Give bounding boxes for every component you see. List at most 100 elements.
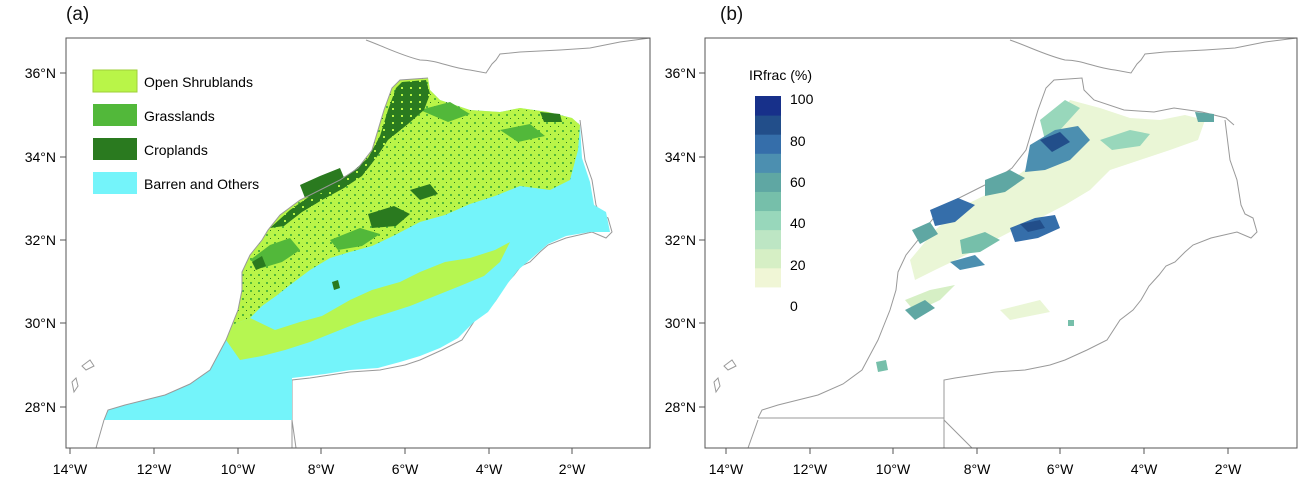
- irrfrac-patch: [1000, 300, 1050, 320]
- panel-b-lon-label: 12°W: [793, 461, 828, 477]
- panel-a-atlantic-coastline: [103, 77, 429, 421]
- colorbar-tick-labels: 100 80 60 40 20 0: [790, 91, 814, 314]
- colorbar-swatch: [755, 229, 781, 250]
- panel-a-lat-label: 28°N: [25, 399, 56, 415]
- panel-b-irrigation-fraction-map: IRfrac (%) 100 80 60 40 20 0 36°N 34°N 3…: [665, 37, 1298, 477]
- panel-b-lat-label: 36°N: [665, 65, 696, 81]
- panel-a-cropland-patch: [368, 206, 410, 228]
- panel-a-grassland-patch: [330, 228, 380, 250]
- irrfrac-patch: [1068, 320, 1074, 326]
- panel-a-lon-label: 14°W: [53, 461, 88, 477]
- colorbar-swatch: [755, 248, 781, 269]
- irrfrac-patch: [1020, 220, 1045, 232]
- panel-a-cropland-patch: [300, 168, 345, 198]
- panel-a-grassland-patch: [500, 124, 545, 142]
- colorbar-swatch: [755, 134, 781, 154]
- panel-b-lon-label: 4°W: [1131, 461, 1158, 477]
- panel-a-label: (a): [66, 4, 90, 25]
- panel-a-island-shape: [71, 377, 79, 394]
- irrfrac-patch: [912, 222, 938, 244]
- irrfrac-patch: [1040, 100, 1080, 140]
- panel-b-lat-label: 28°N: [665, 399, 696, 415]
- panel-b-lon-label: 14°W: [709, 461, 744, 477]
- colorbar-tick-label: 80: [790, 133, 806, 149]
- panel-b-frame: [704, 37, 1298, 449]
- panel-a-lat-label: 30°N: [25, 315, 56, 331]
- panel-a-cropland-region: [270, 80, 430, 228]
- panel-b-island-shape: [713, 377, 721, 394]
- panel-a-iberia-coastline: [365, 38, 650, 74]
- panel-b-map-body: [713, 38, 1297, 448]
- panel-a-lat-label: 34°N: [25, 149, 56, 165]
- panel-b-iberia-coastline: [1009, 38, 1297, 74]
- legend-label-barren-and-others: Barren and Others: [144, 176, 259, 192]
- panel-a-lon-label: 2°W: [559, 461, 586, 477]
- panel-a-land-cover-map: Open Shrublands Grasslands Croplands Bar…: [25, 37, 651, 477]
- legend-swatch-croplands: [93, 138, 137, 160]
- legend-label-open-shrublands: Open Shrublands: [144, 74, 253, 90]
- colorbar-swatch: [755, 96, 781, 116]
- irrfrac-patch: [950, 255, 985, 270]
- panel-a-cropland-patch: [332, 280, 340, 290]
- colorbar-swatch: [755, 153, 781, 173]
- colorbar-swatch: [755, 210, 781, 231]
- irrfrac-patch: [905, 300, 935, 320]
- legend-swatch-open-shrublands: [92, 69, 138, 93]
- irrfrac-patch: [1195, 112, 1214, 122]
- panel-a-lon-label: 4°W: [476, 461, 503, 477]
- legend-swatch-barren-and-others: [93, 172, 137, 194]
- panel-a-lat-label: 36°N: [25, 65, 56, 81]
- panel-a-lon-label: 10°W: [221, 461, 256, 477]
- panel-b-lat-label: 34°N: [665, 149, 696, 165]
- colorbar-title: IRfrac (%): [749, 67, 812, 83]
- panel-b-island-shape: [723, 359, 737, 371]
- colorbar-tick-label: 60: [790, 174, 806, 190]
- panel-a-cropland-patch: [410, 184, 438, 200]
- irrfrac-patch: [960, 232, 1000, 254]
- panel-b-south-boundary: [943, 419, 973, 448]
- panel-b-lon-label: 10°W: [876, 461, 911, 477]
- colorbar-swatch: [755, 115, 781, 135]
- colorbar-tick-label: 100: [790, 91, 814, 107]
- irrfrac-patch: [985, 170, 1025, 196]
- panel-b-lat-label: 30°N: [665, 315, 696, 331]
- panel-a-south-boundary: [291, 419, 297, 448]
- panel-a-shrubland-region: [226, 242, 510, 360]
- panel-a-cropland-patch: [252, 256, 266, 270]
- irrfrac-patch: [1040, 132, 1070, 152]
- panel-a-island-shape: [81, 359, 95, 371]
- colorbar-tick-label: 40: [790, 215, 806, 231]
- panel-a-shrubland-region: [232, 78, 580, 325]
- panel-a-lon-label: 8°W: [308, 461, 335, 477]
- irrfrac-patch: [1100, 130, 1150, 150]
- legend-label-grasslands: Grasslands: [144, 108, 215, 124]
- panel-b-algeria-border: [943, 119, 1258, 448]
- panel-b-lon-label: 2°W: [1215, 461, 1242, 477]
- irrfrac-colorbar: IRfrac (%) 100 80 60 40 20 0: [749, 67, 814, 314]
- colorbar-swatches: [755, 96, 781, 307]
- panel-b-lon-label: 8°W: [964, 461, 991, 477]
- legend-label-croplands: Croplands: [144, 142, 208, 158]
- panel-b-axes: 36°N 34°N 32°N 30°N 28°N 14°W 12°W 10°W …: [665, 65, 1242, 477]
- panel-b-south-boundary: [747, 419, 759, 448]
- panel-a-cropland-patch: [540, 112, 562, 122]
- panel-a-axes: 36°N 34°N 32°N 30°N 28°N 14°W 12°W 10°W …: [25, 65, 586, 477]
- panel-a-legend: Open Shrublands Grasslands Croplands Bar…: [92, 69, 259, 194]
- colorbar-tick-label: 20: [790, 257, 806, 273]
- panel-a-lon-label: 6°W: [392, 461, 419, 477]
- irrfrac-patch: [876, 360, 888, 372]
- panel-b-lon-label: 6°W: [1047, 461, 1074, 477]
- colorbar-swatch: [755, 286, 781, 307]
- legend-swatch-grasslands: [93, 104, 137, 126]
- panel-a-lon-label: 12°W: [137, 461, 172, 477]
- panel-a-grassland-patch: [420, 102, 470, 122]
- panel-a-south-boundary: [95, 419, 105, 448]
- irrfrac-patch: [1025, 126, 1090, 172]
- panel-b-lat-label: 32°N: [665, 232, 696, 248]
- irrfrac-patch: [930, 198, 975, 226]
- colorbar-tick-label: 0: [790, 298, 798, 314]
- panel-a-lat-label: 32°N: [25, 232, 56, 248]
- colorbar-swatch: [755, 191, 781, 212]
- panel-b-label: (b): [720, 4, 744, 25]
